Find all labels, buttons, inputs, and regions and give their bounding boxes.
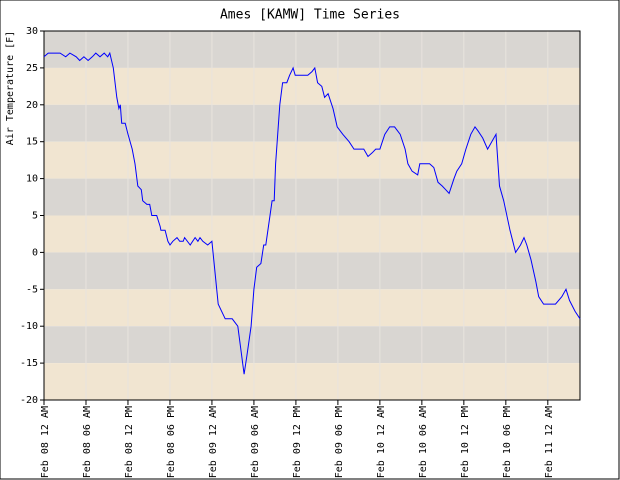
y-axis-label: Air Temperature [F] xyxy=(5,31,16,145)
x-tick-label: Feb 09 06 PM xyxy=(334,406,345,478)
band xyxy=(44,326,580,364)
x-tick-label: Feb 09 12 AM xyxy=(208,406,219,478)
band xyxy=(44,215,580,253)
y-tick-label: 5 xyxy=(32,211,38,222)
band xyxy=(44,289,580,327)
y-tick-label: 15 xyxy=(26,137,38,148)
band xyxy=(44,141,580,179)
x-tick-label: Feb 10 12 PM xyxy=(460,406,471,478)
band xyxy=(44,104,580,142)
band xyxy=(44,67,580,105)
plot-border xyxy=(43,30,581,401)
x-tick-label: Feb 08 12 PM xyxy=(124,406,135,478)
data-line xyxy=(43,51,581,375)
x-tick-label: Feb 11 12 AM xyxy=(544,406,555,478)
band xyxy=(44,31,580,68)
chart-title: Ames [KAMW] Time Series xyxy=(220,8,400,23)
x-tick-label: Feb 08 06 AM xyxy=(82,406,93,478)
y-tick-label: 25 xyxy=(26,63,38,74)
x-tick-label: Feb 08 12 AM xyxy=(40,406,51,478)
x-tick-label: Feb 10 06 PM xyxy=(502,406,513,478)
band xyxy=(44,178,580,216)
y-tick-label: 0 xyxy=(32,247,38,258)
y-tick-label: 20 xyxy=(26,100,38,111)
x-tick-label: Feb 10 06 AM xyxy=(418,406,429,478)
y-tick-label: 30 xyxy=(26,26,38,37)
x-tick-label: Feb 09 06 AM xyxy=(250,406,261,478)
x-tick-label: Feb 08 06 PM xyxy=(166,406,177,478)
y-tick-label: -10 xyxy=(20,321,38,332)
band xyxy=(44,363,580,400)
y-tick-label: -5 xyxy=(26,284,38,295)
band xyxy=(44,252,580,290)
y-tick-label: -20 xyxy=(20,395,38,406)
y-tick-label: -15 xyxy=(20,358,38,369)
x-tick-label: Feb 10 12 AM xyxy=(376,406,387,478)
y-tick-label: 10 xyxy=(26,174,38,185)
x-tick-label: Feb 09 12 PM xyxy=(292,406,303,478)
